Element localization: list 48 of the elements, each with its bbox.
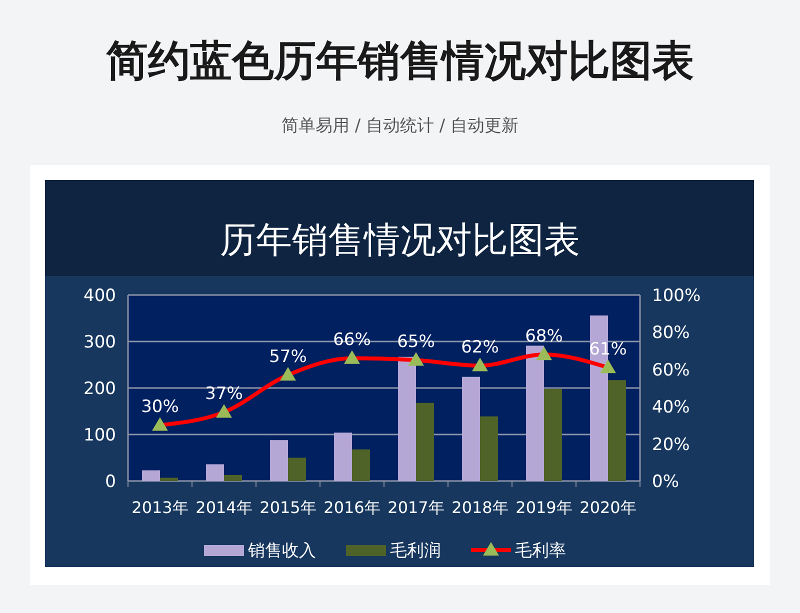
- chart-subtitle: 简单易用 / 自动统计 / 自动更新: [281, 116, 519, 136]
- bar: [416, 402, 434, 481]
- data-label: 65%: [397, 332, 435, 352]
- bar: [206, 464, 224, 481]
- y-tick-label: 300: [84, 332, 116, 352]
- bar: [608, 380, 626, 481]
- bar: [398, 356, 416, 481]
- bar: [142, 470, 160, 481]
- y-tick-label: 400: [84, 286, 116, 306]
- y-tick-label: 200: [84, 379, 116, 399]
- x-tick-label: 2013年: [132, 498, 188, 517]
- x-tick-label: 2014年: [196, 498, 252, 517]
- x-tick-label: 2020年: [580, 498, 636, 517]
- bar: [462, 376, 480, 481]
- y-tick-label: 0: [105, 472, 116, 492]
- text: 历年销售情况对比图表: [220, 220, 580, 261]
- bar: [288, 458, 306, 481]
- data-label: 68%: [525, 326, 563, 347]
- bar: [160, 478, 178, 481]
- x-tick-label: 2017年: [388, 498, 444, 517]
- y2-tick-label: 20%: [652, 434, 690, 455]
- legend-label: 毛利率: [515, 541, 566, 561]
- data-label: 30%: [141, 397, 179, 418]
- legend-label: 毛利润: [390, 541, 441, 561]
- bar: [352, 449, 370, 481]
- x-tick-label: 2019年: [516, 498, 572, 517]
- bar: [224, 474, 242, 481]
- data-label: 57%: [269, 346, 307, 367]
- legend-label: 销售收入: [247, 541, 316, 561]
- data-label: 37%: [205, 384, 243, 404]
- x-tick-label: 2018年: [452, 498, 508, 517]
- y2-tick-label: 100%: [652, 286, 701, 306]
- y2-tick-label: 0%: [652, 472, 679, 492]
- y2-tick-label: 80%: [652, 323, 690, 344]
- bar: [270, 440, 288, 481]
- x-tick-label: 2016年: [324, 498, 380, 517]
- bar: [334, 432, 352, 481]
- bar: [544, 388, 562, 481]
- y2-tick-label: 60%: [652, 360, 690, 380]
- bar: [480, 416, 498, 481]
- data-label: 62%: [461, 338, 499, 358]
- bar: [526, 346, 544, 481]
- x-tick-label: 2015年: [260, 498, 316, 517]
- y2-tick-label: 40%: [652, 398, 690, 418]
- data-label: 66%: [333, 330, 371, 350]
- chart-title: 简约蓝色历年销售情况对比图表: [105, 36, 694, 85]
- data-label: 61%: [589, 340, 627, 360]
- y-tick-label: 100: [84, 426, 116, 446]
